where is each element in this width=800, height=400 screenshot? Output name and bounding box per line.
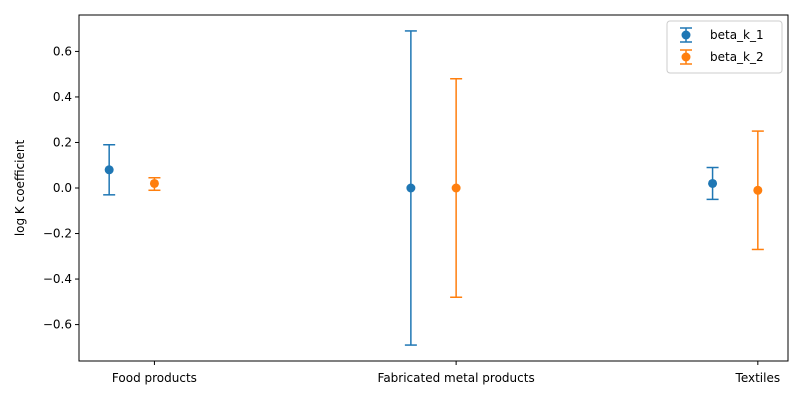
series-beta_k_1 — [103, 30, 719, 346]
chart-marks — [103, 30, 764, 346]
legend-marker — [681, 52, 691, 62]
data-point — [708, 178, 718, 188]
y-tick-label: 0.2 — [53, 135, 72, 149]
y-tick-label: −0.4 — [43, 272, 72, 286]
x-tick-label: Food products — [112, 371, 197, 385]
legend-label: beta_k_1 — [710, 28, 764, 42]
legend-marker — [681, 30, 691, 40]
series-beta_k_2 — [148, 77, 764, 299]
legend-label: beta_k_2 — [710, 50, 764, 64]
legend-box — [666, 20, 783, 74]
data-point — [451, 183, 461, 193]
data-point — [149, 178, 159, 188]
y-axis: −0.6 −0.4 −0.2 0.0 0.2 0.4 0.6 — [43, 44, 79, 332]
y-tick-label: −0.6 — [43, 318, 72, 332]
y-tick-label: 0.6 — [53, 44, 72, 58]
data-point — [104, 165, 114, 175]
legend-item: beta_k_1 — [680, 27, 764, 43]
legend-item: beta_k_2 — [680, 49, 764, 65]
data-point — [406, 183, 416, 193]
x-tick-label: Fabricated metal products — [378, 371, 535, 385]
data-point — [753, 185, 763, 195]
y-tick-label: 0.0 — [53, 181, 72, 195]
y-axis-label: log K coefficient — [13, 140, 27, 237]
y-tick-label: 0.4 — [53, 90, 72, 104]
legend: beta_k_1 beta_k_2 — [666, 20, 783, 74]
y-tick-label: −0.2 — [43, 227, 72, 241]
x-axis: Food products Fabricated metal products Te… — [112, 361, 780, 385]
x-tick-label: Textiles — [735, 371, 781, 385]
